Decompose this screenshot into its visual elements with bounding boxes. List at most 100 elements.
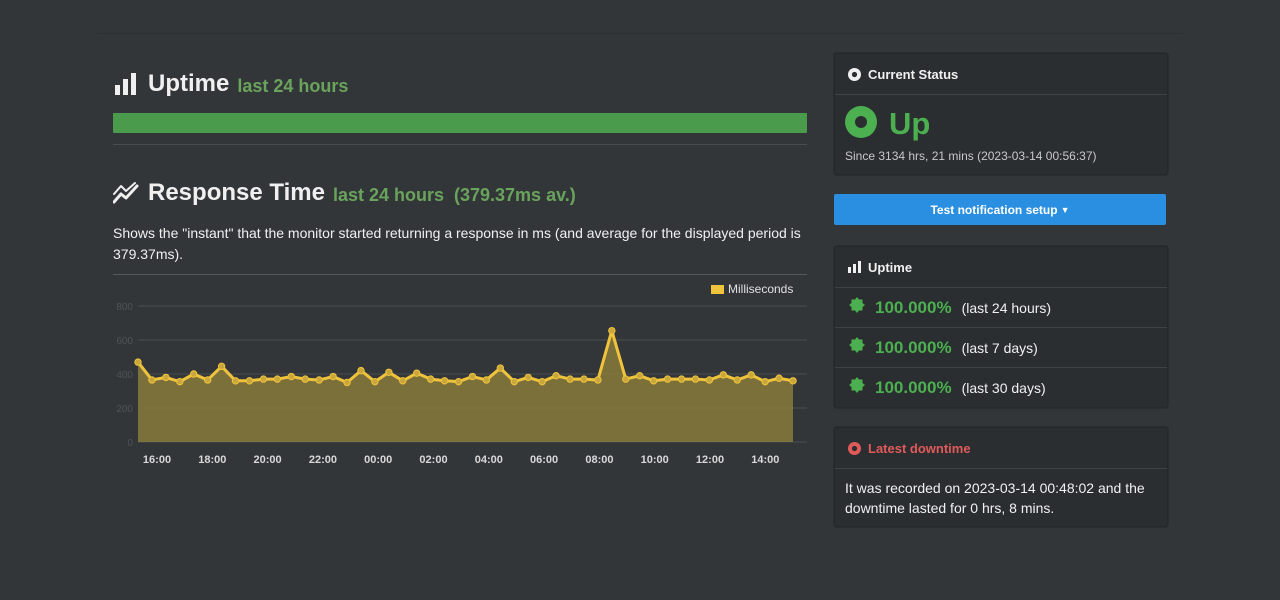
- data-point: [245, 377, 254, 385]
- data-point: [482, 376, 491, 384]
- latest-downtime-text: It was recorded on 2023-03-14 00:48:02 a…: [845, 480, 1145, 516]
- uptime-row: 100.000% (last 30 days): [835, 368, 1167, 407]
- x-tick-label: 10:00: [641, 454, 669, 466]
- top-divider: [97, 33, 1183, 34]
- data-point: [705, 376, 714, 384]
- data-point: [636, 372, 644, 380]
- divider: [113, 274, 807, 275]
- data-point: [301, 375, 309, 383]
- data-point: [677, 375, 686, 383]
- data-point: [594, 376, 602, 384]
- response-time-subtitle: last 24 hours: [332, 184, 444, 205]
- times-circle-icon: [847, 441, 861, 455]
- data-point: [259, 375, 268, 383]
- current-status-panel: Current Status Up Since 3134 hrs, 21 min…: [834, 53, 1168, 175]
- data-point: [663, 375, 672, 383]
- data-point: [134, 358, 142, 366]
- response-time-chart: 0 200 400 600 800 16:00 18:00 20:00 22:00 00:00 02…: [113, 275, 807, 475]
- data-point: [747, 371, 755, 379]
- data-point: [691, 375, 700, 383]
- uptime-panel-header: Uptime: [835, 247, 1167, 288]
- y-tick-label: 600: [116, 336, 133, 347]
- data-point: [789, 377, 797, 385]
- legend-swatch: [711, 285, 724, 294]
- divider: [113, 144, 807, 145]
- x-tick-label: 08:00: [585, 454, 613, 466]
- data-point: [148, 376, 156, 384]
- data-point: [413, 369, 421, 377]
- data-point: [399, 377, 407, 385]
- legend-label: Milliseconds: [728, 282, 793, 296]
- response-time-description: Shows the "instant" that the monitor sta…: [113, 225, 801, 262]
- data-point: [329, 372, 337, 381]
- data-point: [176, 377, 184, 386]
- x-tick-label: 14:00: [751, 454, 779, 466]
- uptime-row: 100.000% (last 24 hours): [835, 288, 1167, 328]
- data-point: [761, 377, 769, 386]
- uptime-period: (last 7 days): [961, 339, 1038, 356]
- x-tick-label: 06:00: [530, 454, 558, 466]
- x-tick-label: 02:00: [419, 454, 447, 466]
- y-tick-label: 0: [127, 438, 133, 449]
- data-point: [315, 376, 323, 384]
- data-point: [203, 376, 212, 384]
- status-up-icon: [845, 105, 877, 143]
- caret-down-icon: ▼: [1060, 204, 1070, 215]
- x-tick-label: 12:00: [696, 454, 724, 466]
- y-tick-label: 200: [116, 404, 133, 415]
- response-time-title: Response Time: [148, 179, 325, 206]
- status-value: Up: [889, 106, 931, 141]
- certificate-icon: [849, 377, 865, 398]
- latest-downtime-panel: Latest downtime It was recorded on 2023-…: [834, 427, 1168, 527]
- latest-downtime-header-label: Latest downtime: [868, 440, 971, 456]
- data-point: [552, 372, 560, 380]
- response-time-average: (379.37ms av.): [454, 184, 576, 205]
- uptime-panel-header-label: Uptime: [868, 259, 913, 275]
- test-notification-button[interactable]: Test notification setup ▼: [834, 194, 1166, 225]
- area-fill: [138, 330, 793, 442]
- data-point: [580, 375, 588, 383]
- status-since: Since 3134 hrs, 21 mins (2023-03-14 00:5…: [845, 149, 1097, 163]
- certificate-icon: [849, 337, 865, 358]
- uptime-percent: 100.000%: [875, 297, 952, 317]
- uptime-bar: [113, 113, 807, 133]
- data-point: [385, 368, 393, 377]
- data-point: [733, 376, 741, 384]
- uptime-period: (last 24 hours): [961, 299, 1052, 316]
- data-point: [217, 362, 226, 371]
- series-line: [136, 329, 794, 384]
- x-tick-label: 20:00: [254, 454, 282, 466]
- uptime-panel: Uptime 100.000% (last 24 hours) 100.000%…: [834, 246, 1168, 408]
- data-point: [357, 366, 365, 375]
- data-point: [566, 375, 574, 383]
- data-point: [496, 364, 505, 372]
- x-tick-label: 22:00: [309, 454, 337, 466]
- data-point: [608, 326, 616, 335]
- uptime-subtitle: last 24 hours: [237, 75, 349, 96]
- data-point: [343, 378, 351, 387]
- response-time-chart-svg: 0 200 400 600 800 16:00 18:00 20:00 22:00 00:00 02…: [116, 282, 807, 466]
- uptime-percent: 100.000%: [875, 337, 952, 357]
- x-tick-label: 04:00: [475, 454, 503, 466]
- x-tick-label: 00:00: [364, 454, 392, 466]
- data-point: [231, 377, 240, 385]
- data-point: [538, 377, 546, 386]
- data-point: [162, 373, 170, 382]
- data-point: [440, 377, 449, 385]
- test-notification-button-label: Test notification setup: [930, 202, 1058, 217]
- main-content: Uptime last 24 hours Response Time last …: [113, 64, 807, 475]
- data-point: [190, 370, 198, 378]
- data-point: [287, 372, 295, 381]
- data-point: [371, 377, 379, 386]
- y-tick-label: 400: [116, 370, 133, 381]
- x-tick-label: 18:00: [198, 454, 226, 466]
- data-point: [468, 372, 477, 381]
- dot-circle-icon: [847, 67, 861, 81]
- data-point: [775, 374, 783, 382]
- data-point: [622, 375, 630, 383]
- data-point: [454, 377, 463, 386]
- current-status-header: Current Status: [835, 54, 1167, 95]
- uptime-heading: Uptime last 24 hours: [113, 64, 807, 104]
- data-point: [649, 377, 658, 385]
- uptime-period: (last 30 days): [961, 379, 1046, 396]
